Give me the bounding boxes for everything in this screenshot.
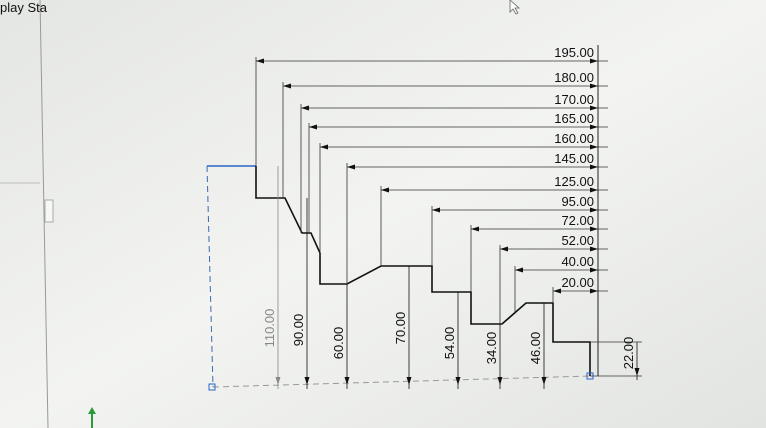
- arrow: [500, 246, 508, 252]
- arrow: [590, 187, 598, 193]
- arrow: [634, 368, 640, 376]
- arrow: [283, 83, 291, 89]
- arrow: [590, 124, 598, 130]
- arrow: [304, 377, 310, 385]
- arrow: [347, 164, 355, 170]
- arrow: [406, 377, 412, 385]
- arrow: [590, 246, 598, 252]
- panel-label: play Sta: [0, 0, 48, 15]
- arrow: [320, 144, 328, 150]
- dimension-label: 52.00: [561, 233, 594, 248]
- dimension-label: 22.00: [621, 337, 636, 370]
- dimension-label: 180.00: [554, 70, 594, 85]
- dimension-label: 165.00: [554, 111, 594, 126]
- arrow: [590, 164, 598, 170]
- panel-handle[interactable]: [44, 199, 54, 223]
- origin-arrow: [88, 407, 96, 414]
- arrow: [590, 207, 598, 213]
- dimension-label: 54.00: [442, 327, 457, 360]
- arrow: [590, 226, 598, 232]
- dimension-label: 125.00: [554, 174, 594, 189]
- arrow: [590, 144, 598, 150]
- centerline: [206, 165, 214, 388]
- dimension-label: 40.00: [561, 254, 594, 269]
- arrow: [432, 207, 440, 213]
- cursor: [509, 0, 521, 15]
- arrow: [590, 288, 598, 294]
- arrow: [515, 267, 523, 273]
- dimension-label: 160.00: [554, 131, 594, 146]
- dimension-label: 90.00: [291, 314, 306, 347]
- arrow: [455, 377, 461, 385]
- dimension-label: 20.00: [561, 275, 594, 290]
- arrow: [590, 58, 598, 64]
- dimension-label: 195.00: [554, 45, 594, 60]
- arrow: [309, 124, 317, 130]
- arrow: [344, 377, 350, 385]
- dimension-label: 145.00: [554, 151, 594, 166]
- endpoint: [208, 383, 216, 391]
- arrow: [590, 105, 598, 111]
- arrow: [541, 377, 547, 385]
- arrow: [553, 288, 561, 294]
- dimension-label: 60.00: [331, 327, 346, 360]
- dimension-label: 34.00: [484, 332, 499, 365]
- arrow: [256, 58, 264, 64]
- arrow: [590, 267, 598, 273]
- arrow: [497, 377, 503, 385]
- dimension-label: 70.00: [393, 312, 408, 345]
- arrow: [301, 105, 309, 111]
- arrow: [471, 226, 479, 232]
- arrow: [275, 377, 281, 385]
- dimension-label: 95.00: [561, 194, 594, 209]
- arrow: [590, 83, 598, 89]
- arrow: [381, 187, 389, 193]
- panel-edge: [39, 0, 49, 428]
- dimension-label: 72.00: [561, 213, 594, 228]
- dimension-label: 110.00: [262, 309, 277, 348]
- dimension-label: 170.00: [554, 92, 594, 107]
- base-line: [212, 375, 591, 388]
- dimension-label: 46.00: [528, 332, 543, 365]
